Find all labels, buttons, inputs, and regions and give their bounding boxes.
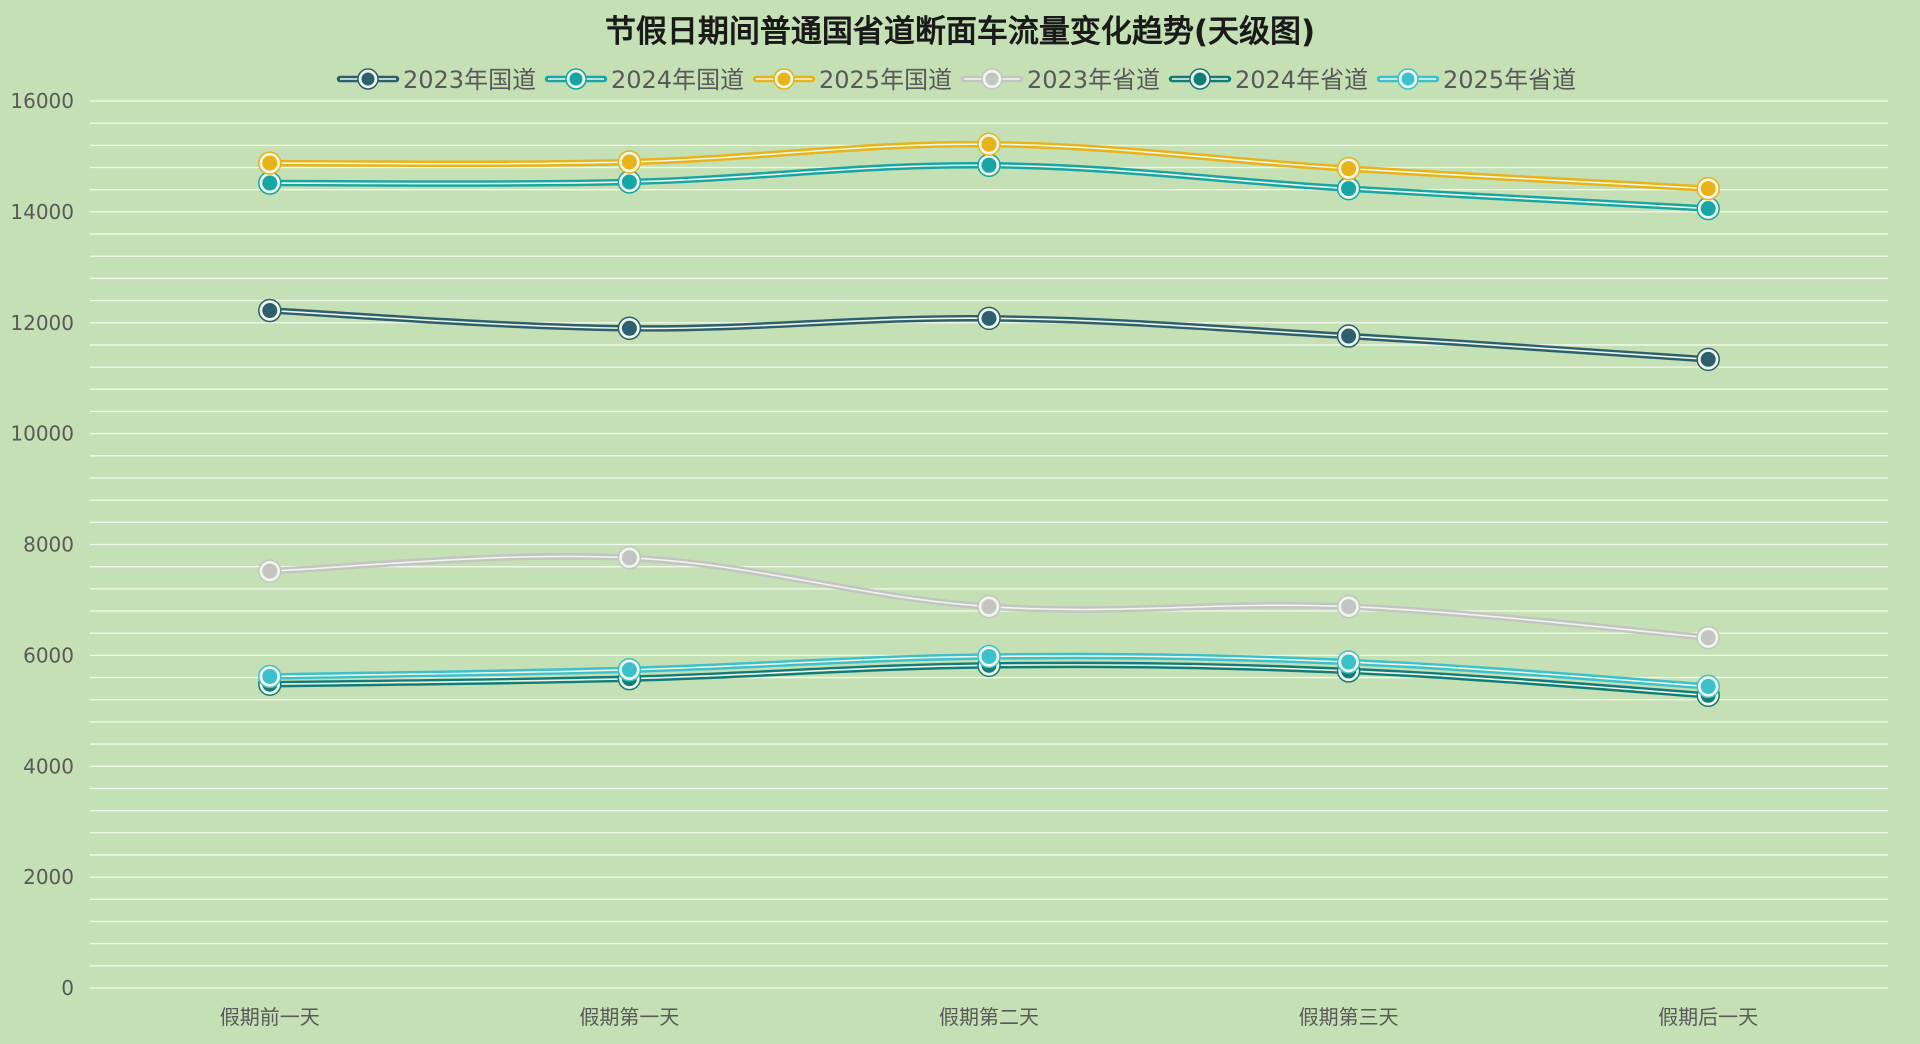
legend-label: 2025年国道: [819, 66, 952, 94]
data-point: [1341, 181, 1357, 197]
data-point: [1341, 328, 1357, 344]
series-group: [258, 153, 1720, 221]
data-point: [621, 662, 637, 678]
data-point: [1341, 599, 1357, 615]
data-point: [981, 648, 997, 664]
series-group: [258, 644, 1720, 699]
y-tick-label: 12000: [10, 311, 74, 335]
y-tick-label: 10000: [10, 422, 74, 446]
chart-title: 节假日期间普通国省道断面车流量变化趋势(天级图): [605, 14, 1315, 50]
x-tick-label: 假期第一天: [579, 1005, 679, 1029]
data-point: [1700, 201, 1716, 217]
data-point: [981, 310, 997, 326]
data-point: [1341, 161, 1357, 177]
x-axis: 假期前一天 假期第一天 假期第二天 假期第三天 假期后一天: [220, 1005, 1758, 1029]
legend-label: 2024年国道: [611, 66, 744, 94]
legend-item: 2023年国道: [336, 66, 536, 94]
data-point: [981, 599, 997, 615]
legend-item: 2024年省道: [1168, 66, 1368, 94]
x-tick-label: 假期第三天: [1299, 1005, 1399, 1029]
y-tick-label: 14000: [10, 200, 74, 224]
legend-marker: [1193, 72, 1207, 86]
grid-lines: [90, 100, 1888, 989]
legend-marker: [569, 72, 583, 86]
data-point: [621, 550, 637, 566]
data-point: [981, 157, 997, 173]
legend-label: 2023年国道: [403, 66, 536, 94]
legend-marker: [361, 72, 375, 86]
series-group: [258, 546, 1720, 650]
data-point: [262, 563, 278, 579]
data-point: [262, 668, 278, 684]
legend-item: 2024年国道: [544, 66, 744, 94]
y-tick-label: 6000: [23, 643, 74, 667]
series-group: [258, 132, 1720, 201]
legend-item: 2023年省道: [960, 66, 1160, 94]
x-tick-label: 假期前一天: [220, 1005, 320, 1029]
x-tick-label: 假期第二天: [939, 1005, 1039, 1029]
data-point: [262, 155, 278, 171]
data-point: [1700, 181, 1716, 197]
data-point: [621, 320, 637, 336]
legend-label: 2025年省道: [1443, 66, 1576, 94]
legend-item: 2025年省道: [1376, 66, 1576, 94]
legend-label: 2024年省道: [1235, 66, 1368, 94]
legend-marker: [985, 72, 999, 86]
y-tick-label: 16000: [10, 89, 74, 113]
data-point: [1700, 630, 1716, 646]
y-tick-label: 2000: [23, 865, 74, 889]
x-tick-label: 假期后一天: [1658, 1005, 1758, 1029]
data-point: [262, 303, 278, 319]
data-point: [621, 154, 637, 170]
y-tick-label: 4000: [23, 754, 74, 778]
data-point: [1341, 654, 1357, 670]
data-point: [262, 175, 278, 191]
legend-label: 2023年省道: [1027, 66, 1160, 94]
legend: 2023年国道 2024年国道 2025年国道 2023年省道 2024年省道 2025年…: [336, 66, 1576, 94]
data-point: [1700, 678, 1716, 694]
legend-marker: [1401, 72, 1415, 86]
y-tick-label: 0: [61, 976, 74, 1000]
series-layer: [258, 132, 1720, 708]
data-point: [981, 136, 997, 152]
y-axis: 0 2000 4000 6000 8000 10000 12000 14000 16000: [10, 89, 74, 1000]
legend-item: 2025年国道: [752, 66, 952, 94]
data-point: [1700, 351, 1716, 367]
series-group: [258, 298, 1720, 372]
legend-marker: [777, 72, 791, 86]
data-point: [621, 174, 637, 190]
y-tick-label: 8000: [23, 533, 74, 557]
